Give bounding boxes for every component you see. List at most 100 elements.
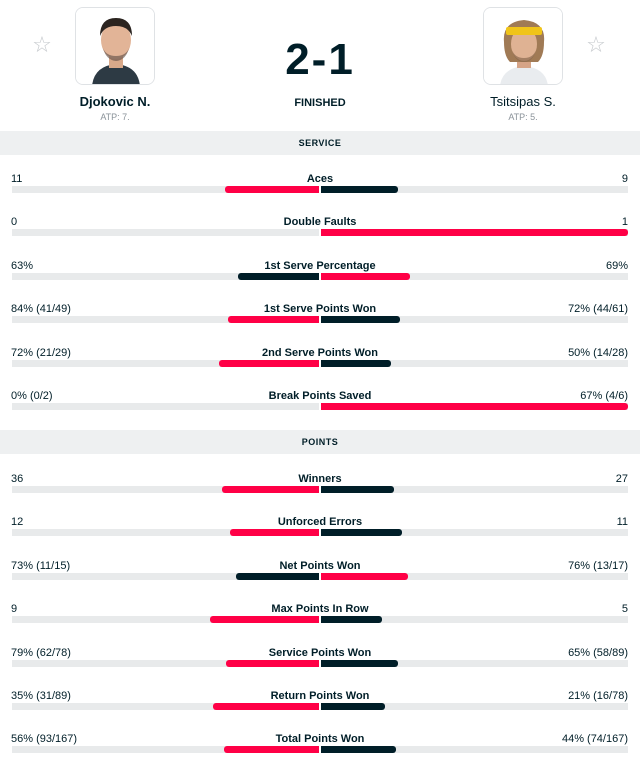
stat-label: 1st Serve Points Won [263,303,377,316]
stat-row: 63% 1st Serve Percentage 69% [0,260,640,303]
stat-home-value: 0% (0/2) [11,390,53,402]
player-photo-home[interactable] [75,7,155,85]
stat-bar-away [321,486,394,493]
stat-away-value: 72% (44/61) [568,303,628,316]
stat-bar-home-track [12,746,319,754]
stat-row: 0% (0/2) Break Points Saved 67% (4/6) [0,390,640,433]
stat-row: 0 Double Faults 1 [0,216,640,259]
stat-label: 1st Serve Percentage [264,259,376,272]
stat-bar-home-track [12,572,319,580]
stat-label: 2nd Serve Points Won [262,346,378,359]
stat-bar-home [210,616,319,624]
stat-away-value: 11 [616,516,628,529]
stat-bar-away [321,572,408,580]
stat-bar-home [236,572,319,580]
stat-away-value: 9 [621,173,628,185]
player-avatar-away [484,8,562,84]
stat-bar-away-track [321,659,628,667]
stat-bar-home-track [12,272,319,280]
stat-bar-away [321,403,628,410]
stat-bar-away-track [321,272,628,280]
stat-bar-away-track [321,529,628,537]
stat-row: 9 Max Points In Row 5 [0,603,640,646]
match-status: FINISHED [294,97,346,109]
stat-bar-away [321,703,385,710]
stat-away-value: 67% (4/6) [580,390,628,402]
stat-bar-away-track [321,229,628,237]
stat-away-value: 65% (58/89) [568,646,628,659]
stat-row: 73% (11/15) Net Points Won 76% (13/17) [0,560,640,603]
stat-row: 36 Winners 27 [0,473,640,516]
stat-row: 72% (21/29) 2nd Serve Points Won 50% (14/2… [0,347,640,390]
stat-label: Total Points Won [275,733,365,746]
stat-bar-away-track [321,403,628,410]
stat-home-value: 9 [11,603,18,616]
stat-bar-home [222,486,319,493]
stat-home-value: 11 [11,173,23,185]
stat-label: Max Points In Row [271,603,369,616]
stat-away-value: 44% (74/167) [561,733,628,746]
match-header: ☆ Djokovic N. ATP: 7. 2-1 FINISHED ☆ Tsi… [0,0,640,132]
player-rank-home: ATP: 7. [100,112,130,122]
stat-row: 12 Unforced Errors 11 [0,516,640,559]
stat-row: 11 Aces 9 [0,173,640,216]
stat-bar-home-track [12,616,319,624]
stat-bar-away-track [321,316,628,324]
stat-row: 84% (41/49) 1st Serve Points Won 72% (44/6… [0,303,640,346]
stat-label: Service Points Won [268,646,372,659]
stat-bar-away-track [321,703,628,710]
stat-label: Break Points Saved [268,390,372,402]
stat-label: Return Points Won [270,690,370,702]
stat-bar-away [321,316,400,324]
stat-bar-home [226,659,319,667]
stat-bar-away [321,659,398,667]
stat-bar-home-track [12,229,319,237]
stat-bar-away [321,529,402,537]
stat-bar-home-track [12,316,319,324]
stat-bar-home-track [12,403,319,410]
favorite-star-icon-home[interactable]: ☆ [32,32,52,57]
stat-away-value: 50% (14/28) [568,346,628,359]
stat-home-value: 56% (93/167) [11,733,78,746]
player-rank-away: ATP: 5. [508,112,538,122]
stat-label: Winners [298,473,342,485]
stat-away-value: 76% (13/17) [568,559,628,572]
stat-away-value: 1 [621,216,628,229]
stat-label: Unforced Errors [277,516,363,529]
stat-home-value: 35% (31/89) [11,690,71,702]
stat-row: 35% (31/89) Return Points Won 21% (16/78) [0,690,640,733]
stat-bar-away [321,359,391,367]
stat-bar-home-track [12,359,319,367]
stat-row: 79% (62/78) Service Points Won 65% (58/89) [0,647,640,690]
stat-bar-away [321,616,382,624]
player-photo-away[interactable] [483,7,563,85]
stat-bar-away-track [321,486,628,493]
section-header-service: SERVICE [0,131,640,155]
stat-bar-home-track [12,529,319,537]
stat-home-value: 84% (41/49) [11,303,71,316]
player-name-away[interactable]: Tsitsipas S. [490,94,556,109]
section-header-points: POINTS [0,430,640,454]
stat-label: Net Points Won [279,559,361,572]
stat-home-value: 63% [11,259,34,272]
stat-bar-away-track [321,746,628,754]
stat-bar-away-track [321,186,628,193]
stat-bar-away-track [321,572,628,580]
stat-bar-home-track [12,486,319,493]
favorite-star-icon-away[interactable]: ☆ [586,32,606,57]
stat-bar-home-track [12,186,319,193]
stat-home-value: 79% (62/78) [11,646,71,659]
stat-bar-away [321,186,398,193]
stat-bar-home [224,746,319,754]
stat-bar-home [225,186,319,193]
player-name-home[interactable]: Djokovic N. [79,94,151,109]
stat-bar-home [238,272,319,280]
stat-bar-home [230,529,319,537]
stat-away-value: 21% (16/78) [568,690,628,702]
stat-home-value: 72% (21/29) [11,346,71,359]
stat-bar-home [219,359,319,367]
stat-away-value: 69% [605,259,628,272]
stat-away-value: 27 [615,473,628,485]
match-score: 2-1 [285,35,355,84]
stat-bar-away [321,229,628,237]
